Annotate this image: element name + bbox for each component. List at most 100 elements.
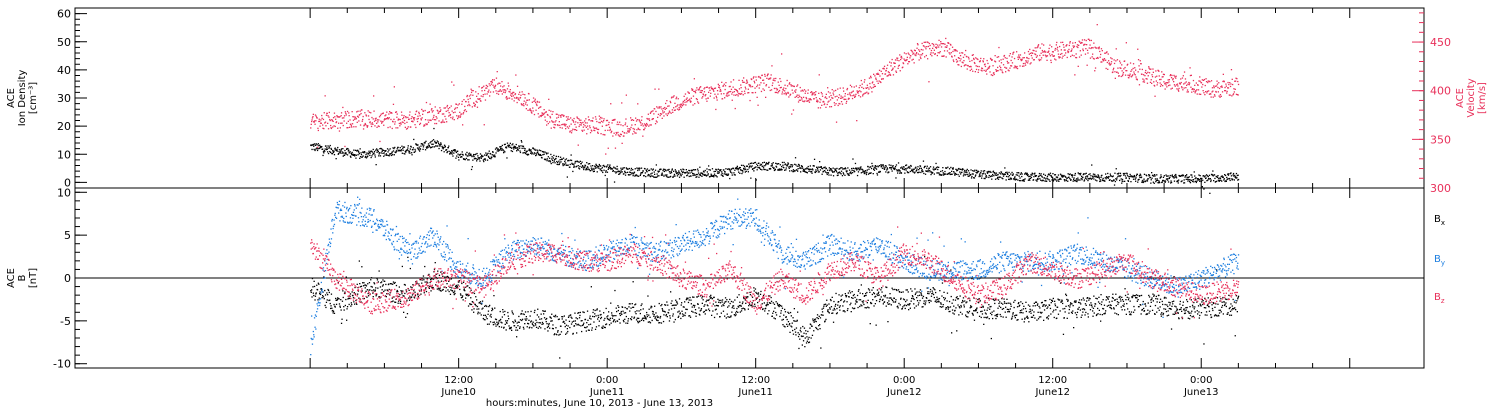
velocity-series-point — [323, 112, 325, 114]
velocity-series-point — [751, 85, 754, 88]
density-series-point — [1188, 176, 1190, 178]
velocity-series-point — [461, 100, 463, 103]
density-series-point — [513, 145, 515, 147]
velocity-series-point — [535, 103, 538, 105]
velocity-series-point — [917, 53, 919, 55]
density-series-point — [487, 152, 489, 154]
density-series-point — [1106, 176, 1108, 178]
velocity-series-point — [483, 85, 485, 87]
density-series-point — [475, 153, 477, 155]
velocity-series-point — [407, 126, 409, 128]
density-series-point — [499, 146, 501, 148]
velocity-series-point — [402, 121, 404, 124]
velocity-series-point — [1011, 56, 1013, 58]
density-series-point — [688, 169, 690, 172]
density-series-point — [759, 167, 761, 169]
velocity-series-point — [954, 50, 956, 52]
density-series-point — [311, 144, 313, 146]
density-series-point — [636, 175, 638, 177]
bx-series-point — [438, 287, 440, 289]
density-series-point — [1165, 178, 1168, 180]
velocity-series-point — [524, 97, 526, 99]
bx-series-point — [397, 302, 399, 304]
bx-series-point — [454, 290, 456, 292]
bx-series-point — [447, 289, 449, 291]
density-series-point — [881, 165, 883, 167]
velocity-series-point — [724, 97, 726, 99]
velocity-series-point — [313, 121, 315, 123]
density-series-point — [1149, 176, 1152, 179]
velocity-series-point — [1164, 82, 1167, 84]
density-series-point — [466, 155, 468, 157]
density-series-point — [951, 167, 954, 169]
density-series-point — [1048, 173, 1050, 175]
velocity-series-point — [411, 120, 413, 122]
density-series-point — [1159, 182, 1161, 184]
velocity-series-point — [1168, 79, 1170, 81]
density-series-point — [594, 167, 596, 169]
density-series-point — [552, 157, 554, 159]
density-series-point — [883, 168, 886, 170]
density-series-point — [1080, 177, 1082, 180]
velocity-series-point — [889, 61, 891, 63]
density-series-point — [854, 162, 857, 165]
velocity-series-point — [572, 120, 574, 122]
density-series-point — [850, 172, 852, 175]
velocity-series-point — [705, 98, 707, 100]
velocity-series-point — [348, 112, 350, 114]
density-series-point — [486, 154, 488, 156]
velocity-series-point — [929, 44, 931, 47]
velocity-series-point — [867, 92, 870, 94]
velocity-series-point — [730, 88, 733, 90]
density-series-point — [619, 173, 621, 175]
density-series-point — [854, 168, 856, 170]
density-series-point — [403, 146, 406, 148]
velocity-series-point — [897, 65, 900, 67]
velocity-series-point — [611, 122, 613, 124]
velocity-series-point — [439, 107, 441, 109]
density-series-point — [519, 151, 522, 154]
density-series-point — [833, 171, 835, 173]
density-series-point — [941, 170, 944, 172]
velocity-series-point — [1171, 87, 1173, 89]
density-series-point — [820, 166, 822, 168]
velocity-series-point — [945, 56, 947, 58]
density-series-point — [570, 159, 573, 162]
velocity-series-point — [387, 118, 390, 120]
velocity-series-point — [1084, 53, 1087, 55]
velocity-series-point — [926, 41, 928, 43]
velocity-series-point — [503, 91, 505, 93]
velocity-series-point — [676, 105, 678, 107]
bx-series-point — [431, 287, 433, 289]
bx-series-point — [335, 299, 337, 301]
density-series-point — [1229, 173, 1232, 175]
velocity-series-point — [519, 91, 521, 93]
density-series-point — [343, 152, 345, 154]
velocity-series-point — [1034, 47, 1036, 49]
density-series-point — [726, 174, 728, 176]
velocity-series-point — [873, 85, 876, 88]
density-series-point — [1187, 176, 1189, 179]
velocity-series-point — [1044, 54, 1046, 56]
velocity-series-point — [347, 127, 349, 129]
density-series-point — [903, 166, 905, 168]
density-series-point — [827, 169, 829, 171]
velocity-series-point — [505, 90, 507, 92]
density-series-point — [733, 172, 735, 174]
y-tick-label: 5 — [64, 229, 71, 242]
velocity-series-point — [749, 99, 751, 102]
density-series-point — [313, 145, 315, 147]
velocity-series-point — [934, 53, 936, 55]
velocity-series-point — [884, 73, 887, 75]
velocity-series-point — [710, 86, 712, 88]
density-series-point — [784, 163, 787, 165]
velocity-series-point — [1008, 55, 1011, 57]
density-series-point — [700, 172, 703, 174]
velocity-series-point — [740, 87, 742, 89]
density-series-point — [1070, 174, 1073, 176]
velocity-series-point — [931, 43, 933, 45]
density-series-point — [526, 150, 528, 152]
density-series-point — [1214, 177, 1216, 180]
density-series-point — [660, 174, 663, 176]
velocity-series-point — [780, 80, 782, 83]
